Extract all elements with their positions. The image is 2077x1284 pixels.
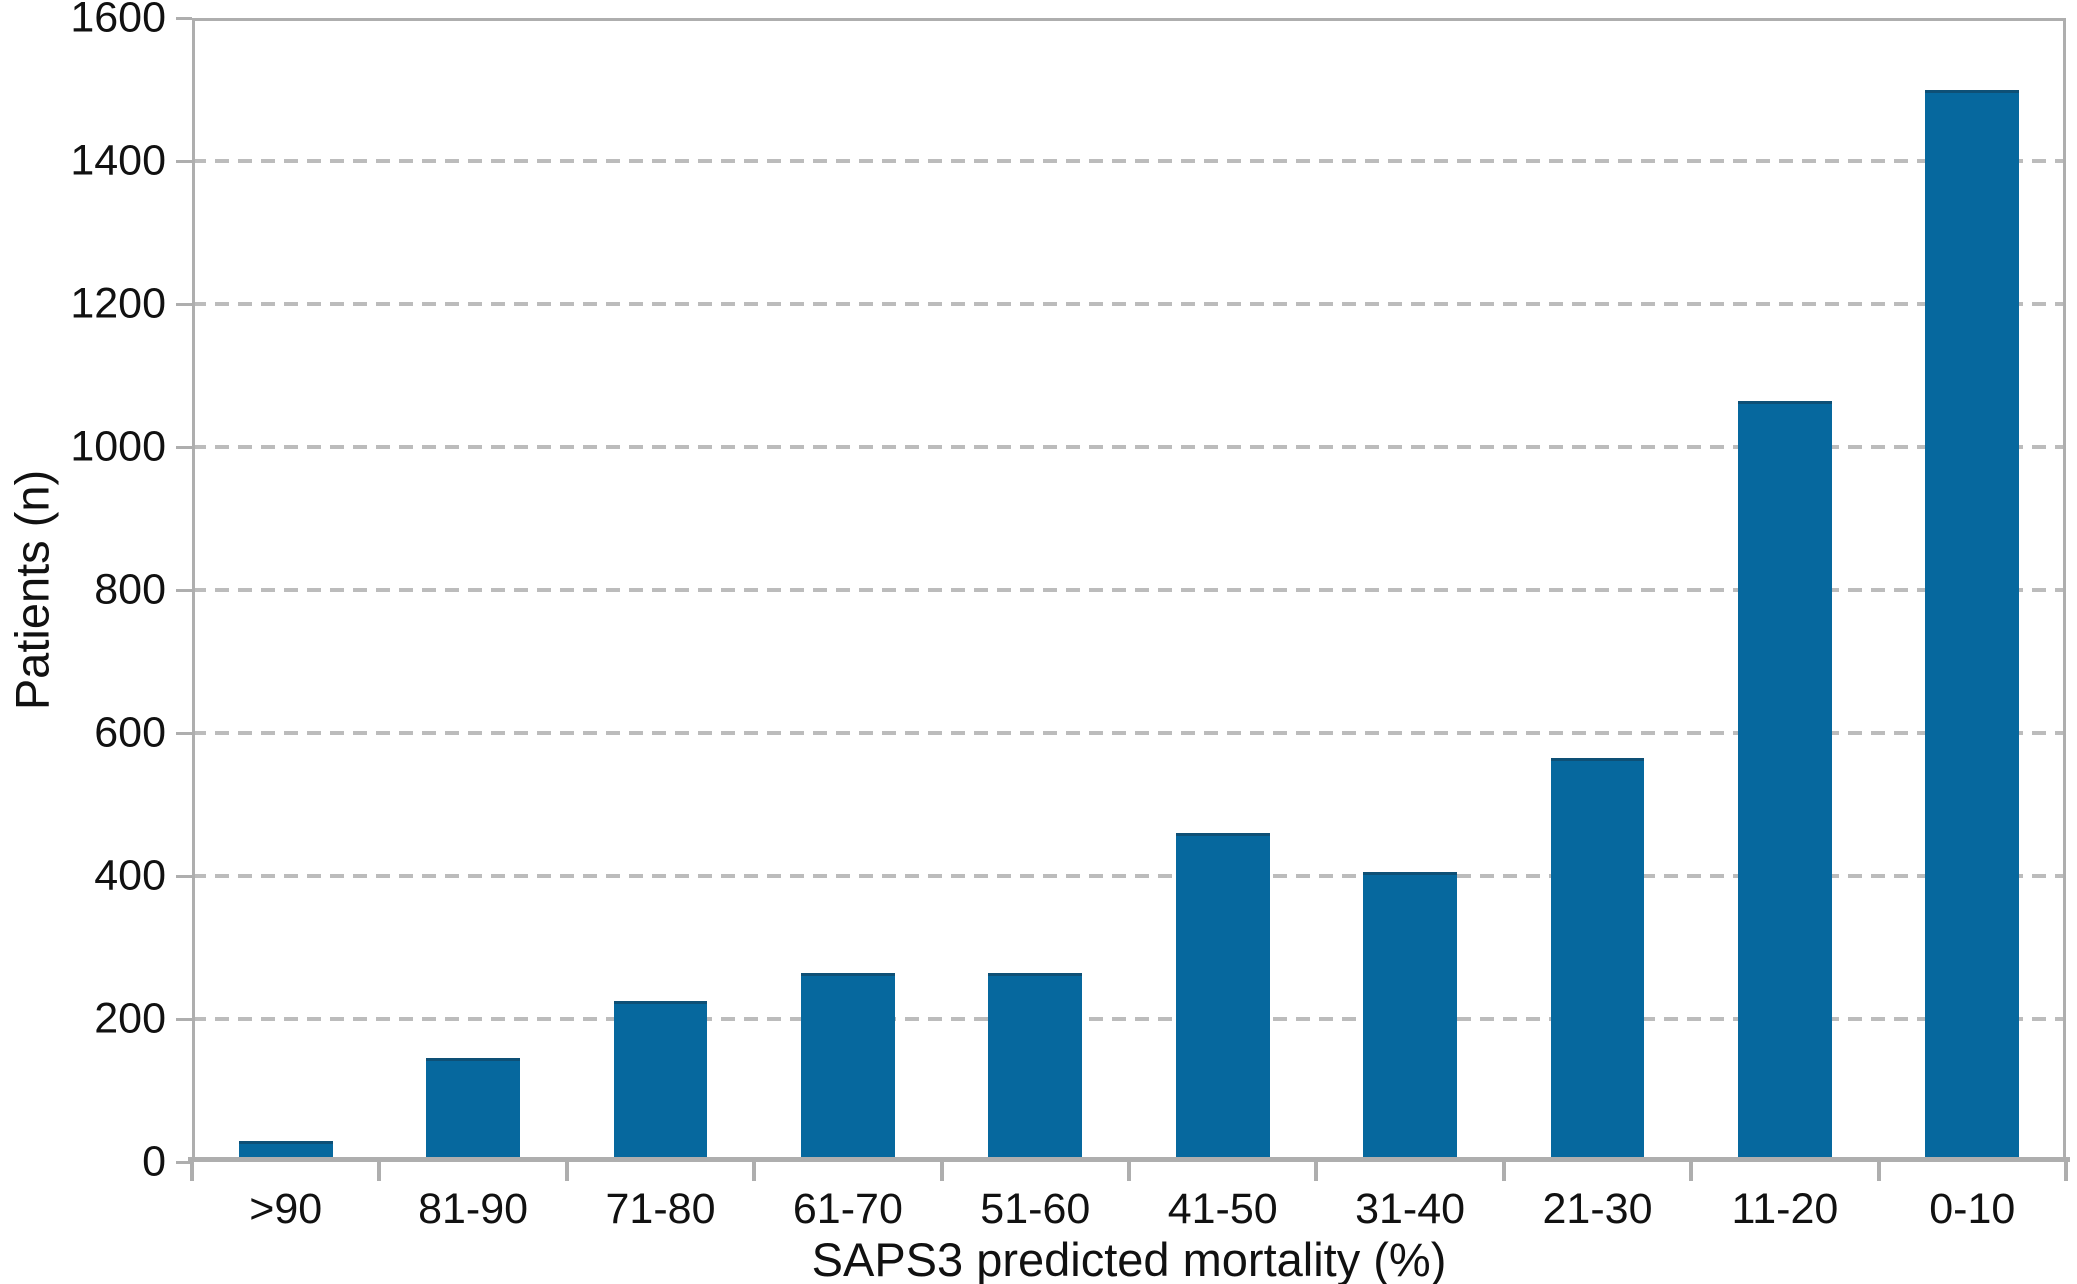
x-tick-9	[1876, 1162, 1881, 1181]
bar-61-70	[801, 972, 895, 1162]
y-tick-label-600: 600	[94, 708, 166, 757]
y-tick-200	[176, 1017, 192, 1021]
x-tick-7	[1501, 1162, 1506, 1181]
x-tick-3	[752, 1162, 757, 1181]
x-tick-10	[2064, 1162, 2068, 1181]
x-tick-label->90: >90	[249, 1185, 323, 1233]
x-tick-5	[1127, 1162, 1131, 1181]
bar-31-40	[1363, 872, 1457, 1162]
plot-area	[188, 18, 2070, 1162]
y-tick-1400	[176, 159, 192, 163]
x-tick-1	[377, 1162, 382, 1181]
y-tick-1000	[176, 445, 192, 449]
bar-71-80	[613, 1001, 708, 1162]
x-tick-label-41-50: 41-50	[1167, 1185, 1278, 1233]
bar-51-60	[988, 972, 1083, 1162]
y-tick-800	[176, 588, 192, 592]
gridline-800	[192, 588, 2066, 592]
gridline-1400	[192, 159, 2066, 163]
y-tick-label-0: 0	[142, 1137, 166, 1186]
x-axis-title: SAPS3 predicted mortality (%)	[811, 1233, 1447, 1284]
x-tick-label-0-10: 0-10	[1929, 1185, 2016, 1233]
y-tick-0	[176, 1160, 192, 1164]
y-tick-label-800: 800	[94, 565, 166, 614]
x-tick-label-51-60: 51-60	[980, 1185, 1091, 1233]
y-tick-400	[176, 874, 192, 878]
x-tick-8	[1689, 1162, 1694, 1181]
x-tick-label-11-20: 11-20	[1731, 1185, 1839, 1233]
y-tick-label-1600: 1600	[70, 0, 166, 42]
y-tick-1200	[176, 302, 192, 306]
bar-81-90	[426, 1058, 520, 1162]
gridline-600	[192, 731, 2066, 735]
y-tick-label-1000: 1000	[70, 422, 166, 471]
bar-0-10	[1925, 89, 2020, 1162]
x-tick-label-61-70: 61-70	[792, 1185, 903, 1233]
x-tick-2	[564, 1162, 569, 1181]
gridline-400	[192, 874, 2066, 878]
x-tick-0	[190, 1162, 194, 1181]
bar-11-20	[1738, 400, 1832, 1162]
bar->90	[238, 1140, 333, 1162]
bar-41-50	[1175, 833, 1270, 1162]
x-tick-6	[1314, 1162, 1319, 1181]
bar-21-30	[1550, 758, 1645, 1162]
x-tick-4	[939, 1162, 944, 1181]
gridline-1200	[192, 302, 2066, 306]
x-tick-label-71-80: 71-80	[605, 1185, 716, 1233]
bars-layer	[192, 18, 2066, 1162]
gridlines-layer	[192, 18, 2066, 1162]
y-tick-label-1400: 1400	[70, 136, 166, 185]
y-tick-label-1200: 1200	[70, 279, 166, 328]
gridline-200	[192, 1017, 2066, 1021]
y-tick-600	[176, 731, 192, 735]
x-tick-label-21-30: 21-30	[1542, 1185, 1653, 1233]
x-tick-label-31-40: 31-40	[1355, 1185, 1466, 1233]
y-tick-label-400: 400	[94, 851, 166, 900]
y-tick-1600	[176, 16, 192, 20]
x-tick-label-81-90: 81-90	[418, 1185, 529, 1233]
y-tick-label-200: 200	[94, 994, 166, 1043]
gridline-1000	[192, 445, 2066, 449]
